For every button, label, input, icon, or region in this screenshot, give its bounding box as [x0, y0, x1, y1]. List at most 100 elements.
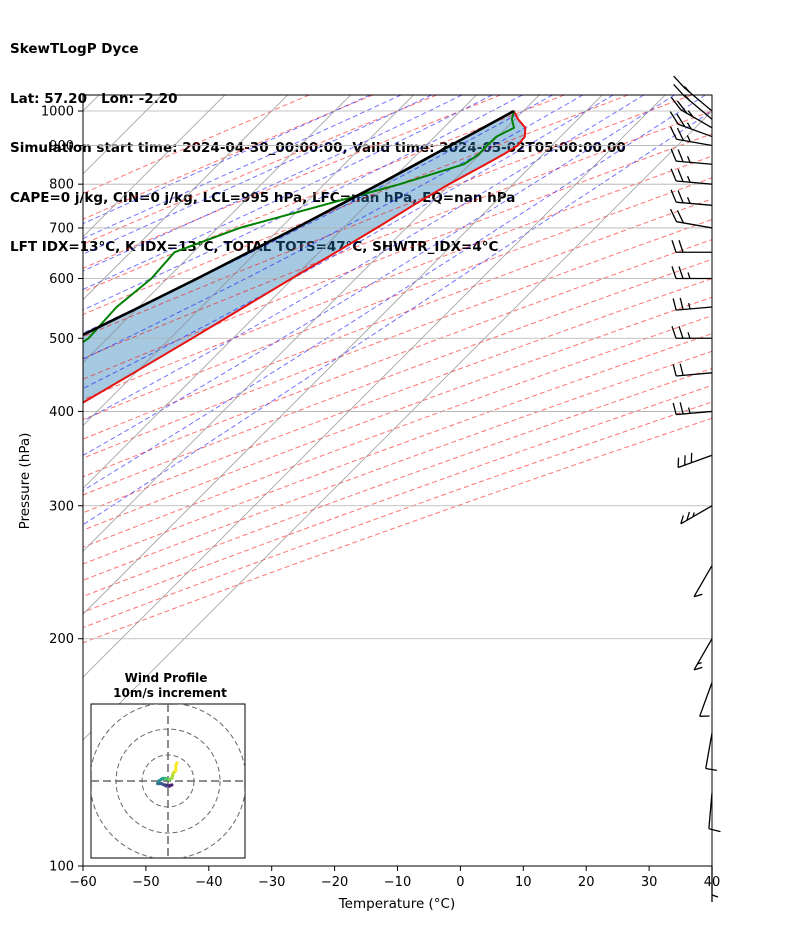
wind-barb-flag [672, 298, 677, 311]
moist-adiabat [83, 110, 712, 526]
wind-barb-half [686, 135, 691, 143]
wind-barb-flag [676, 100, 688, 114]
wind-barb [708, 792, 721, 833]
x-tick-label: 30 [641, 875, 658, 890]
wind-barb [670, 168, 713, 185]
dry-adiabat [83, 198, 712, 440]
wind-barb-shaft [676, 221, 713, 229]
wind-barb-shaft [676, 138, 713, 147]
wind-barb-shaft [693, 638, 713, 671]
wind-barb [670, 189, 713, 206]
wind-barb-flag [673, 83, 685, 97]
wind-barb-half [686, 175, 691, 183]
wind-barb-flag [679, 363, 684, 376]
inset-title: Wind Profile [125, 671, 208, 685]
y-tick-label: 200 [49, 632, 74, 647]
wind-barb-flag [693, 666, 703, 671]
dry-adiabat [83, 95, 565, 293]
dewpoint-line [83, 110, 515, 344]
wind-barb-flag [705, 767, 717, 772]
dry-adiabat [83, 95, 374, 220]
y-tick-label: 100 [49, 860, 74, 875]
moist-adiabat [83, 95, 463, 272]
wind-barb-flag [672, 364, 677, 377]
moist-adiabat [83, 95, 675, 457]
wind-barb-flag [671, 240, 677, 253]
wind-barb-shaft [680, 505, 713, 525]
wind-barb [672, 402, 713, 416]
header-station: SkewTLogP Dyce [10, 41, 139, 57]
wind-barb-shaft [676, 180, 713, 185]
wind-barb-shaft [676, 160, 713, 165]
wind-barb-half [686, 155, 691, 163]
wind-barb [670, 97, 713, 129]
wind-barb-half [686, 122, 692, 130]
moist-adiabat [83, 95, 553, 334]
wind-barb-half [687, 302, 691, 310]
y-tick-label: 800 [49, 178, 74, 193]
wind-barb-half [686, 197, 691, 204]
parcel-line [83, 109, 515, 337]
wind-barb [705, 732, 717, 772]
wind-barb-flag [670, 168, 677, 182]
x-tick-label: 20 [578, 875, 595, 890]
wind-barb-flag [676, 210, 685, 224]
dry-adiabat [83, 177, 712, 421]
isotherm [83, 95, 414, 427]
header-indices-2: LFT IDX=13°C, K IDX=13°C, TOTAL TOTS=47°… [10, 239, 499, 255]
y-tick-label: 700 [49, 221, 74, 236]
wind-barb-flag [678, 240, 684, 253]
wind-barb-flag [672, 402, 677, 415]
isotherm [83, 95, 666, 678]
wind-barb-shaft [676, 410, 713, 416]
header-times: Simulation start time: 2024-04-30_00:00:… [10, 140, 626, 156]
wind-barb-half [683, 86, 691, 93]
wind-barb-flag [669, 111, 679, 125]
dry-adiabat [83, 258, 712, 496]
wind-barb-flag [673, 75, 685, 89]
temperature-line [83, 110, 527, 404]
moist-adiabat [83, 95, 371, 225]
cin-shading [83, 111, 526, 403]
wind-barb-shaft [677, 123, 713, 138]
wind-barb-shaft [676, 306, 713, 311]
isotherm [83, 95, 603, 615]
wind-barb-flag [708, 828, 721, 833]
x-tick-label: −10 [384, 875, 411, 890]
x-tick-label: 0 [456, 875, 464, 890]
y-tick-label: 1000 [41, 104, 74, 119]
x-tick-label: −50 [132, 875, 159, 890]
wind-barb [673, 75, 713, 112]
isotherm [83, 95, 351, 364]
wind-barb [671, 326, 712, 339]
dry-adiabat [83, 401, 712, 629]
wind-barb [671, 240, 712, 253]
wind-barb-half [711, 894, 719, 898]
wind-barb-flag [680, 515, 684, 524]
wind-barb-flag [678, 326, 684, 339]
dry-adiabat [83, 155, 712, 401]
wind-barb-flag [676, 113, 686, 127]
wind-barb-flag [669, 126, 678, 140]
y-tick-label: 400 [49, 405, 74, 420]
x-tick-label: −60 [69, 875, 96, 890]
wind-barb-flag [678, 266, 684, 279]
wind-barb [670, 148, 713, 165]
wind-barb-shaft [705, 732, 713, 769]
wind-barb-shaft [677, 454, 713, 469]
y-tick-label: 600 [49, 272, 74, 287]
isotherm [83, 95, 477, 490]
wind-barb [699, 682, 713, 717]
isotherm [83, 95, 289, 301]
dry-adiabat [83, 367, 712, 597]
wind-barb-flag [679, 402, 684, 415]
inset-subtitle: 10m/s increment [113, 686, 227, 700]
y-tick-label: 500 [49, 332, 74, 347]
wind-barb-flag [671, 326, 677, 339]
wind-barb-half [687, 332, 691, 339]
x-tick-label: −30 [258, 875, 285, 890]
moist-adiabat [83, 95, 402, 240]
wind-barb-shaft [693, 565, 713, 598]
wind-barb-half [692, 512, 695, 517]
wind-barb [671, 266, 712, 280]
